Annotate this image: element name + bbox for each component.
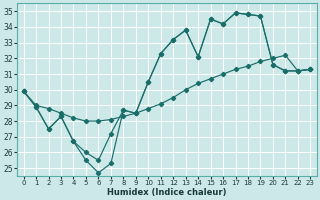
X-axis label: Humidex (Indice chaleur): Humidex (Indice chaleur) bbox=[107, 188, 227, 197]
